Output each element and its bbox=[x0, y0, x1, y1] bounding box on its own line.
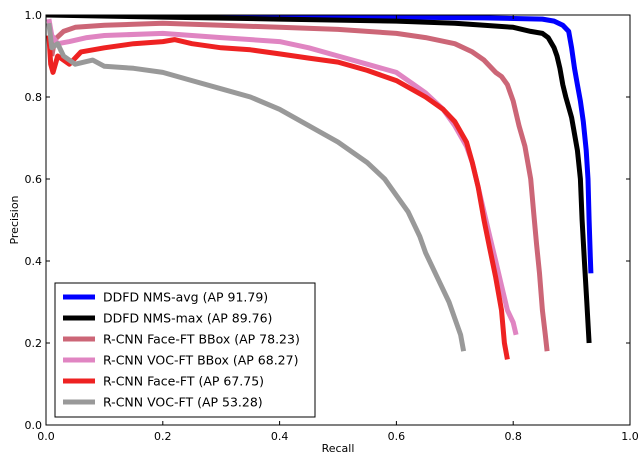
x-tick-label: 0.4 bbox=[271, 430, 289, 443]
series-line-4 bbox=[46, 18, 519, 336]
legend: DDFD NMS-avg (AP 91.79) DDFD NMS-max (AP … bbox=[54, 282, 316, 418]
y-tick-label: 0.4 bbox=[25, 255, 43, 268]
x-axis-label: Recall bbox=[322, 442, 355, 455]
plot-lines bbox=[46, 15, 594, 360]
x-tick-label: 0.0 bbox=[37, 430, 55, 443]
y-tick-label: 0.8 bbox=[25, 91, 43, 104]
x-tick-label: 0.8 bbox=[504, 430, 522, 443]
legend-label: R-CNN VOC-FT BBox (AP 68.27) bbox=[103, 353, 298, 368]
x-tick-label: 0.2 bbox=[154, 430, 172, 443]
legend-label: R-CNN Face-FT (AP 67.75) bbox=[103, 374, 264, 389]
x-tick-label: 1.0 bbox=[621, 430, 639, 443]
legend-label: R-CNN VOC-FT (AP 53.28) bbox=[103, 395, 263, 410]
series-line-2 bbox=[46, 15, 592, 344]
y-tick-label: 1.0 bbox=[25, 9, 43, 22]
y-tick-label: 0.6 bbox=[25, 173, 43, 186]
series-line-6 bbox=[46, 22, 467, 352]
x-tick-label: 0.6 bbox=[388, 430, 406, 443]
series-line-3 bbox=[49, 20, 550, 352]
y-tick-label: 0.0 bbox=[25, 419, 43, 432]
y-axis-label: Precision bbox=[8, 195, 21, 244]
series-line-1 bbox=[46, 15, 594, 274]
plot-frame bbox=[45, 14, 631, 426]
legend-label: DDFD NMS-avg (AP 91.79) bbox=[103, 290, 268, 305]
legend-box bbox=[54, 282, 316, 418]
legend-label: R-CNN Face-FT BBox (AP 78.23) bbox=[103, 332, 300, 347]
legend-label: DDFD NMS-max (AP 89.76) bbox=[103, 311, 272, 326]
series-line-5 bbox=[46, 35, 510, 360]
axis-ticks: 0.0 0.2 0.4 0.6 0.8 1.0 0.0 0.2 0.4 0.6 0.8 1.0 bbox=[25, 9, 639, 443]
y-tick-label: 0.2 bbox=[25, 337, 43, 350]
